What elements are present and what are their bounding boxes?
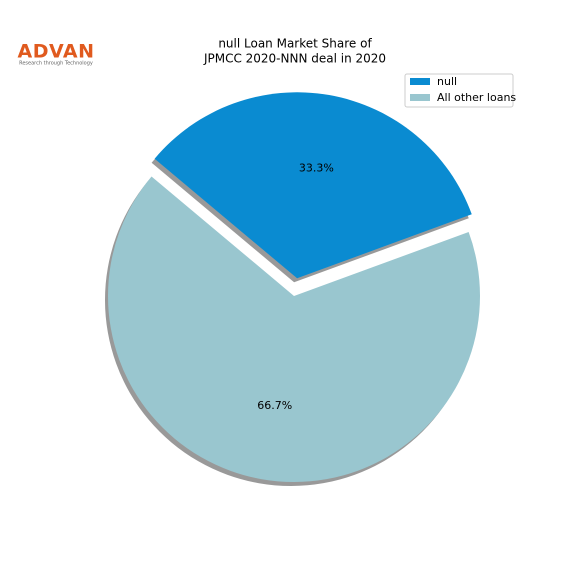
logo: ADVAN bbox=[18, 41, 95, 63]
logo-tagline: Research through Technology bbox=[19, 61, 93, 67]
pie-slice bbox=[108, 176, 480, 482]
legend-swatch bbox=[410, 94, 430, 101]
legend-label: All other loans bbox=[437, 91, 516, 104]
chart-title: JPMCC 2020-NNN deal in 2020 bbox=[203, 52, 386, 66]
slice-label: 33.3% bbox=[299, 161, 334, 174]
legend-swatch bbox=[410, 78, 430, 85]
slice-label: 66.7% bbox=[257, 399, 292, 412]
pie-slice bbox=[154, 92, 472, 279]
chart-title: null Loan Market Share of bbox=[218, 37, 372, 51]
legend-box bbox=[404, 73, 514, 108]
legend-label: null bbox=[437, 75, 457, 88]
